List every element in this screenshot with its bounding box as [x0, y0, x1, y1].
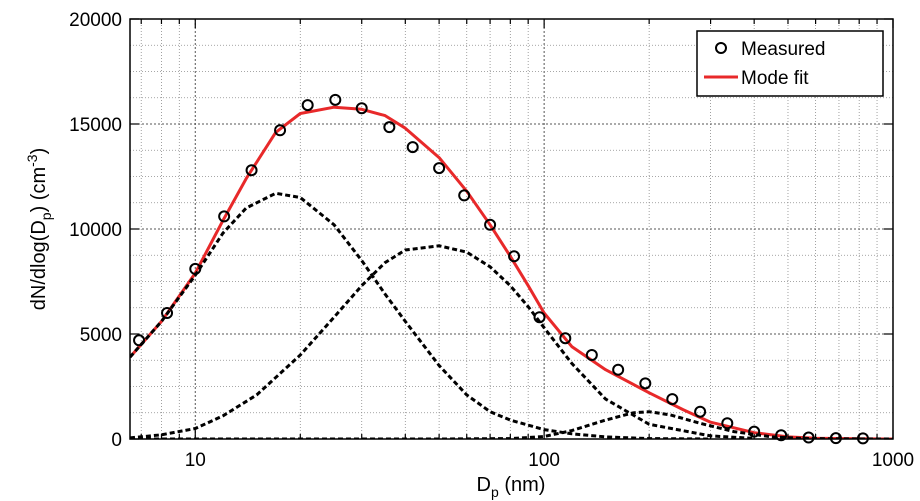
measured-point — [329, 93, 342, 106]
legend-box — [696, 30, 884, 97]
legend-fit-label: Mode fit — [741, 68, 809, 89]
measured-point — [484, 218, 497, 231]
measured-point — [612, 363, 625, 376]
measured-point — [585, 349, 598, 361]
y-tick-label: 10000 — [69, 220, 122, 241]
y-axis-label: dN/dlog(Dp) (cm-3) — [24, 148, 54, 311]
measured-point — [383, 121, 396, 134]
measured-point — [458, 189, 471, 202]
x-tick-label: 10 — [185, 450, 206, 471]
measured-point — [802, 431, 815, 444]
y-tick-label: 20000 — [69, 10, 122, 31]
series-mode-2-dashed-line — [130, 191, 711, 439]
measured-point — [775, 429, 788, 442]
measured-point — [218, 210, 231, 223]
series-layer — [130, 93, 893, 445]
measured-point — [161, 307, 174, 319]
x-tick-label: 100 — [528, 450, 560, 471]
measured-point — [721, 417, 734, 430]
measured-point — [274, 124, 287, 137]
legend: Measured Mode fit — [696, 30, 884, 97]
y-tick-label: 0 — [111, 430, 122, 451]
clipped-series — [130, 105, 893, 439]
x-axis-label: Dp (nm) — [477, 474, 546, 500]
measured-point — [639, 377, 652, 390]
series-mode-3-dashed-line — [130, 244, 755, 439]
measured-point — [508, 250, 521, 263]
y-tick-label: 15000 — [69, 115, 122, 136]
measured-point — [666, 393, 679, 406]
measured-point — [245, 164, 258, 177]
measured-point — [829, 432, 842, 445]
measured-point — [189, 262, 202, 275]
measured-point — [694, 405, 707, 418]
y-tick-label: 5000 — [80, 325, 122, 346]
measured-point — [133, 334, 146, 347]
measured-point — [301, 99, 314, 112]
legend-measured-marker — [715, 42, 727, 54]
legend-measured-label: Measured — [741, 39, 826, 60]
measured-point — [559, 332, 572, 345]
measured-point — [355, 102, 368, 115]
series-mode-4-dashed-line — [130, 410, 893, 439]
measured-point — [433, 162, 446, 175]
x-tick-label: 1000 — [872, 450, 914, 471]
series-mode-fit-line — [130, 105, 893, 439]
measured-point — [406, 141, 419, 154]
measured-point — [533, 311, 546, 324]
